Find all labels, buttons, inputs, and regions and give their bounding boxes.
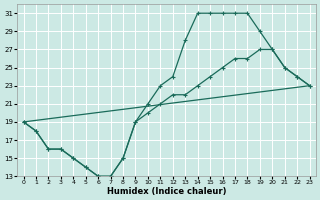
X-axis label: Humidex (Indice chaleur): Humidex (Indice chaleur) [107,187,226,196]
